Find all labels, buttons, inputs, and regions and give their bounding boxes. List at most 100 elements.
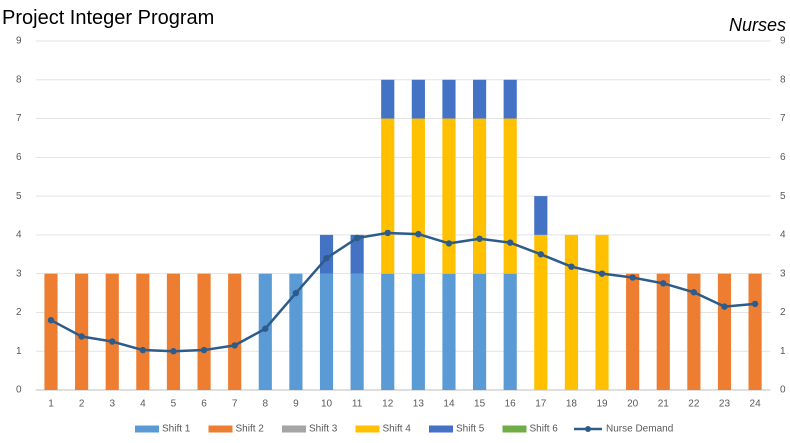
y2-tick-label: 4: [780, 230, 786, 241]
legend-swatch: [282, 425, 306, 433]
line-marker: [200, 346, 208, 354]
bar-segment: [472, 79, 487, 119]
y-tick-label: 2: [16, 307, 22, 318]
y2-tick-label: 8: [780, 74, 786, 85]
line-marker: [170, 348, 177, 355]
line-marker: [506, 239, 514, 246]
x-tick-label: 10: [321, 399, 333, 410]
line-marker: [384, 229, 391, 237]
line-marker: [292, 289, 300, 297]
bar-segment: [75, 273, 89, 390]
bar-segment: [503, 118, 517, 274]
bar-segment: [105, 273, 119, 390]
x-tick-label: 3: [109, 399, 115, 410]
y2-tick-label: 0: [780, 385, 786, 396]
bar-segment: [626, 273, 640, 390]
line-marker: [721, 303, 728, 310]
bar-segment: [350, 234, 364, 274]
y-tick-label: 3: [16, 268, 22, 279]
x-tick-label: 18: [566, 399, 578, 410]
bar-segment: [136, 273, 150, 390]
bar-segment: [197, 273, 211, 390]
legend-label: Shift 6: [530, 424, 559, 435]
bar-segment: [442, 79, 456, 119]
bar-segment: [564, 234, 579, 390]
y2-tick-label: 5: [780, 191, 786, 202]
x-tick-label: 16: [505, 399, 517, 410]
x-tick-label: 21: [658, 399, 670, 410]
y2-tick-label: 7: [780, 113, 786, 124]
bar-segment: [381, 118, 395, 274]
x-tick-label: 9: [293, 399, 299, 410]
line-marker: [445, 240, 453, 247]
line-marker: [568, 263, 575, 270]
y2-axis-label: Nurses: [729, 15, 786, 35]
y-tick-label: 4: [16, 230, 22, 241]
x-tick-label: 2: [79, 399, 85, 410]
legend-swatch: [208, 425, 233, 433]
line-marker: [109, 338, 116, 345]
x-tick-label: 24: [750, 399, 762, 410]
x-tick-label: 4: [140, 399, 146, 410]
y-tick-label: 9: [16, 36, 22, 47]
x-tick-label: 15: [474, 399, 486, 410]
y2-tick-label: 6: [780, 152, 786, 163]
legend-label: Shift 5: [456, 424, 485, 435]
legend-label: Shift 3: [309, 424, 338, 435]
line-marker: [751, 300, 759, 308]
x-tick-label: 7: [232, 399, 238, 410]
bar-segment: [442, 118, 456, 274]
bar-segment: [503, 273, 517, 390]
bar-segment: [656, 273, 670, 390]
bar-segment: [503, 79, 517, 119]
legend-swatch: [429, 425, 453, 433]
bar-segment: [411, 79, 425, 119]
y-tick-label: 6: [16, 152, 22, 163]
bar-segment: [595, 234, 609, 390]
line-marker: [690, 289, 698, 296]
x-tick-label: 8: [263, 399, 269, 410]
y-tick-label: 7: [16, 113, 22, 124]
line-marker: [629, 274, 636, 281]
legend-swatch: [135, 425, 159, 433]
bar-segment: [44, 273, 58, 390]
bar-segment: [717, 273, 732, 390]
x-tick-label: 23: [719, 399, 731, 410]
legend-label: Nurse Demand: [606, 424, 673, 435]
x-tick-label: 14: [443, 399, 455, 410]
x-tick-label: 1: [48, 399, 54, 410]
bar-segment: [289, 273, 303, 390]
legend-swatch: [502, 425, 527, 433]
legend-swatch: [585, 426, 591, 432]
bar-segment: [411, 118, 425, 274]
line-marker: [262, 325, 269, 332]
x-tick-label: 6: [201, 399, 207, 410]
bar-segment: [381, 273, 395, 390]
chart-title: Project Integer Program: [2, 7, 214, 29]
x-tick-label: 5: [171, 399, 177, 410]
bar-segment: [350, 273, 364, 390]
bar-segment: [319, 234, 334, 274]
line-marker: [415, 230, 422, 238]
legend-label: Shift 2: [236, 424, 265, 435]
bar-segment: [166, 273, 181, 390]
x-tick-label: 20: [627, 399, 639, 410]
bar-segment: [687, 273, 701, 390]
line-marker: [47, 317, 55, 324]
bar-segment: [534, 196, 548, 235]
line-marker: [537, 251, 545, 258]
x-tick-label: 13: [413, 399, 425, 410]
x-tick-label: 11: [352, 399, 363, 410]
y2-tick-label: 3: [780, 268, 786, 279]
line-marker: [476, 235, 483, 242]
legend-label: Shift 1: [162, 424, 191, 435]
bar-segment: [411, 273, 425, 390]
bar-segment: [472, 118, 487, 274]
line-marker: [231, 342, 238, 349]
line-series: [50, 231, 756, 353]
bar-segment: [442, 273, 456, 390]
line-marker: [353, 234, 361, 242]
x-tick-label: 12: [382, 399, 394, 410]
x-tick-label: 19: [596, 399, 608, 410]
line-marker: [78, 333, 85, 340]
